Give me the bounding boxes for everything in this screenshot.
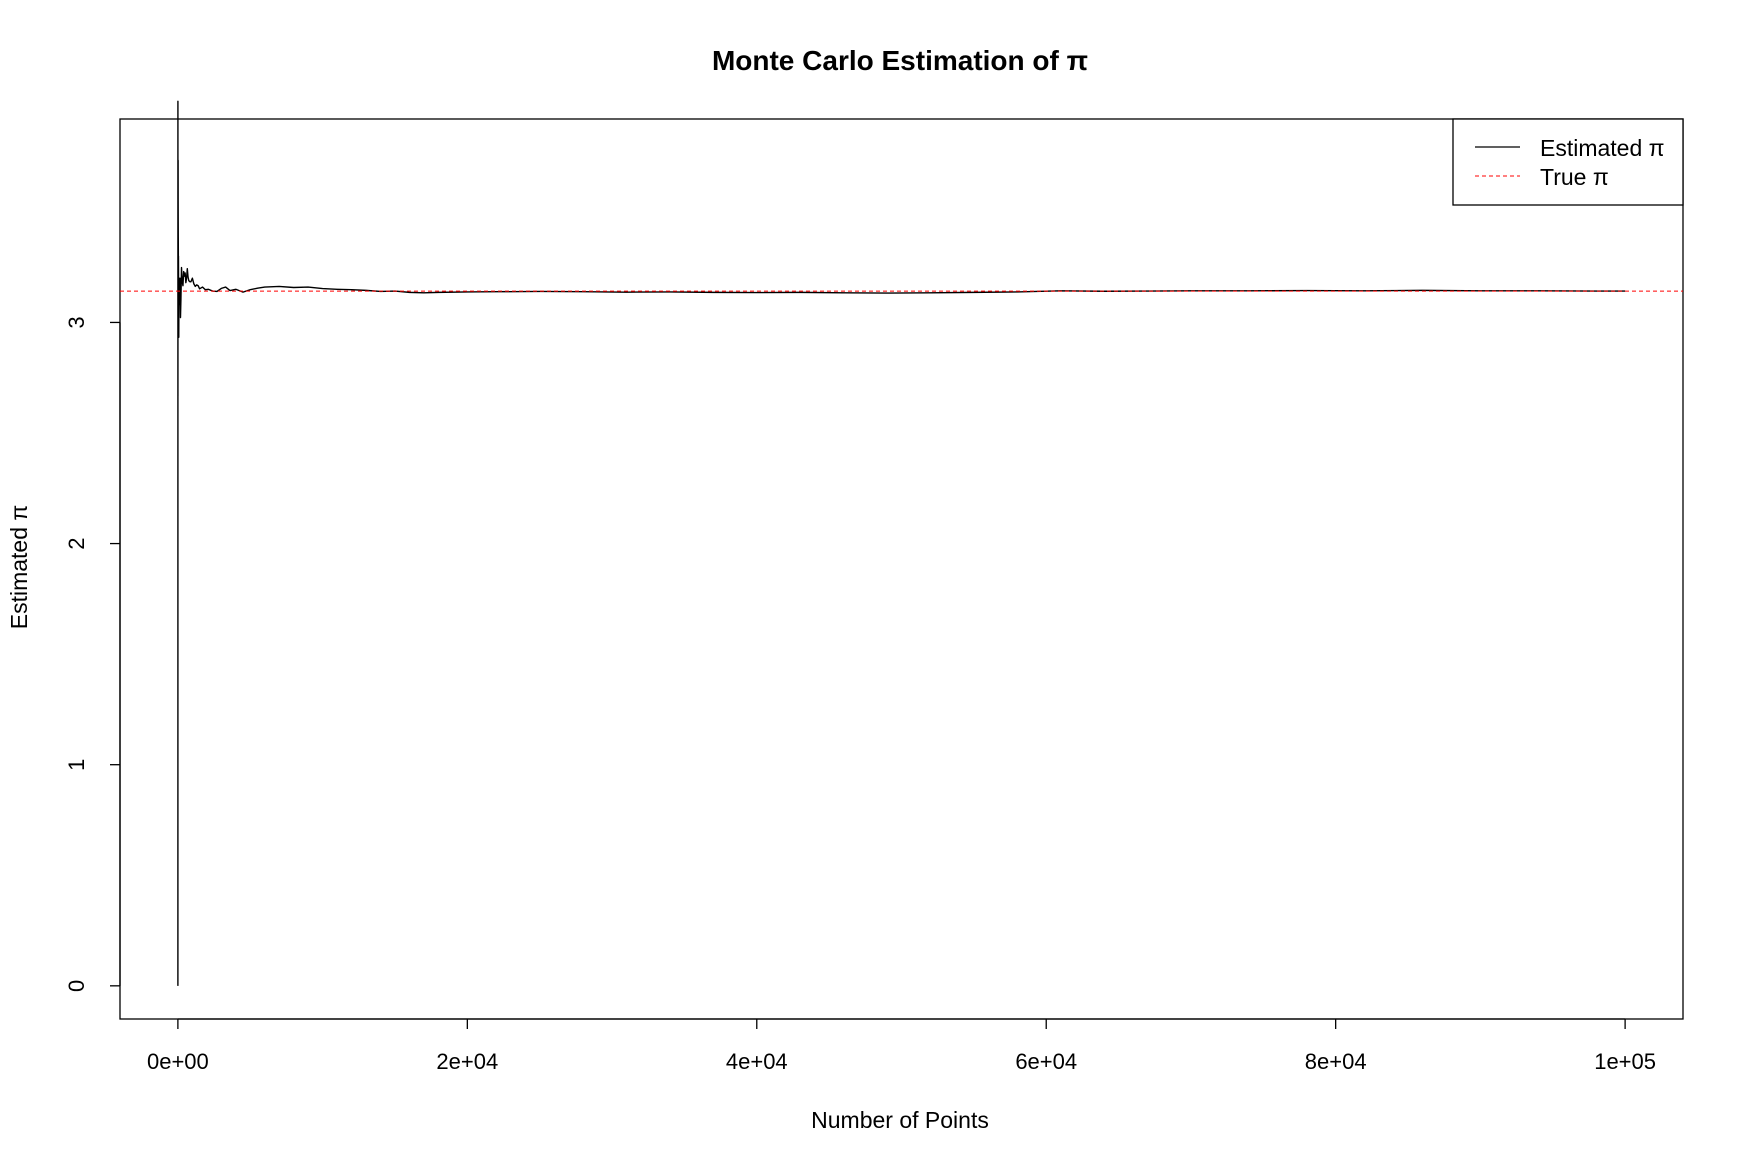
y-tick-label: 2 xyxy=(64,537,89,549)
x-tick-label: 6e+04 xyxy=(1015,1049,1077,1074)
y-axis: 0 1 2 3 xyxy=(64,316,121,992)
y-tick-label: 0 xyxy=(64,980,89,992)
x-tick-label: 8e+04 xyxy=(1305,1049,1367,1074)
legend-box xyxy=(1452,118,1684,206)
x-tick-label: 1e+05 xyxy=(1594,1049,1656,1074)
x-axis: 0e+00 2e+04 4e+04 6e+04 8e+04 1e+05 xyxy=(147,1018,1656,1074)
x-axis-title: Number of Points xyxy=(811,1107,989,1133)
legend-label-estimated: Estimated π xyxy=(1540,135,1665,161)
legend-label-true: True π xyxy=(1540,164,1609,190)
series-layer xyxy=(120,100,1683,986)
plot-frame xyxy=(119,118,1684,1020)
x-tick-label: 4e+04 xyxy=(726,1049,788,1074)
y-axis-title: Estimated π xyxy=(6,505,32,630)
legend: Estimated π True π xyxy=(1452,118,1684,206)
y-tick-label: 3 xyxy=(64,316,89,328)
chart-title: Monte Carlo Estimation of π xyxy=(712,45,1088,76)
x-tick-label: 2e+04 xyxy=(436,1049,498,1074)
x-tick-label: 0e+00 xyxy=(147,1049,209,1074)
y-tick-label: 1 xyxy=(64,759,89,771)
series-line-estimated xyxy=(177,100,1626,986)
